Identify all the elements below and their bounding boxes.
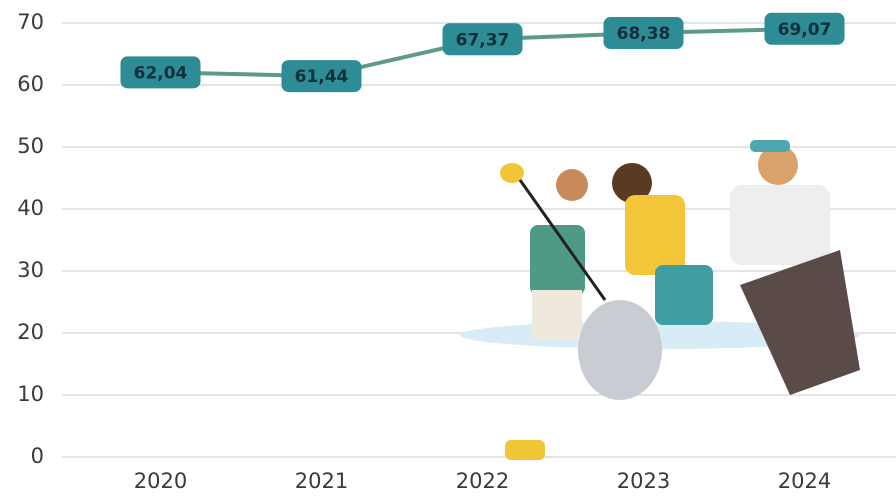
value-label-box (281, 60, 362, 93)
value-label: 61,44 (295, 67, 349, 87)
x-tick-label: 2021 (295, 469, 348, 493)
value-label: 67,37 (456, 30, 510, 50)
y-tick-label: 50 (17, 134, 44, 158)
value-label-box (603, 17, 684, 50)
value-label-box (120, 56, 201, 89)
value-label: 62,04 (134, 63, 188, 83)
x-tick-label: 2022 (456, 469, 509, 493)
x-tick-label: 2020 (134, 469, 187, 493)
value-label: 68,38 (617, 24, 671, 44)
illustration (460, 140, 860, 460)
x-tick-label: 2024 (778, 469, 831, 493)
y-tick-label: 20 (17, 320, 44, 344)
y-tick-label: 60 (17, 72, 44, 96)
y-tick-label: 30 (17, 258, 44, 282)
y-tick-label: 40 (17, 196, 44, 220)
value-label-box (764, 12, 845, 45)
value-label: 69,07 (778, 20, 832, 40)
value-label-box (442, 23, 523, 56)
y-tick-label: 70 (17, 10, 44, 34)
x-tick-label: 2023 (617, 469, 670, 493)
y-tick-label: 10 (17, 382, 44, 406)
y-tick-label: 0 (31, 444, 44, 468)
